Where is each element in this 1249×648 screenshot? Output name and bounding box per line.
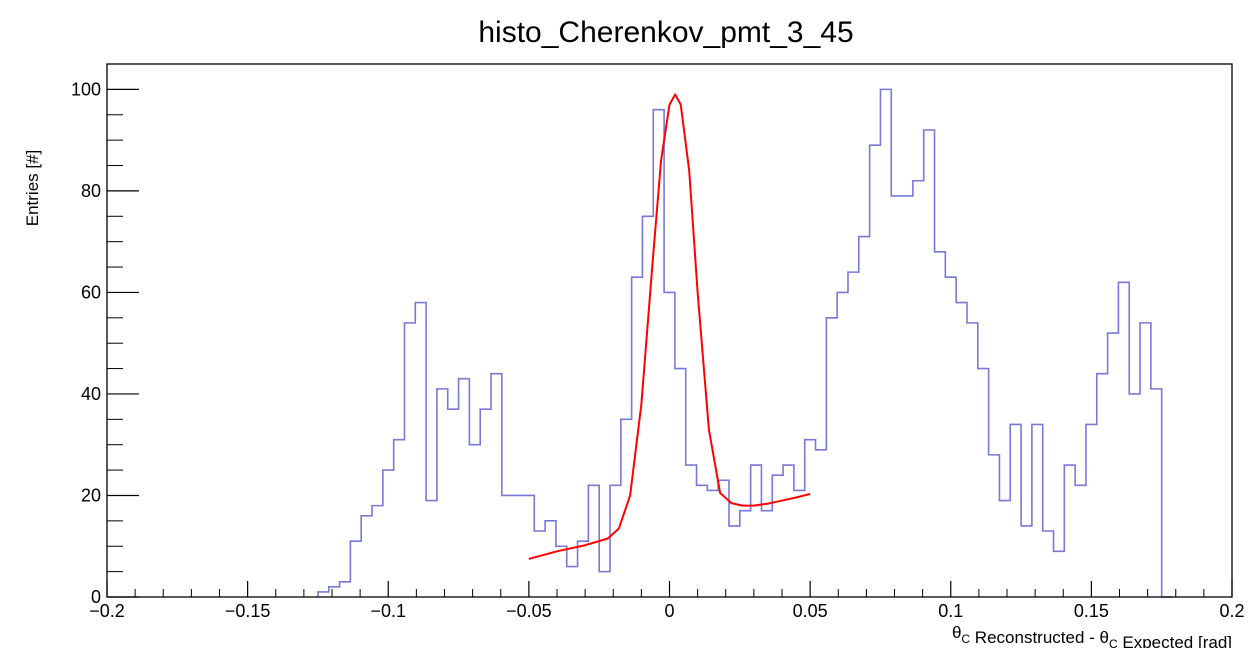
y-tick-label: 60: [81, 282, 101, 302]
x-tick-labels: −0.2 −0.15 −0.1 −0.05 0 0.05 0.1 0.15 0.2: [89, 601, 1244, 621]
y-axis-label: Entries [#]: [23, 150, 42, 227]
y-tick-label: 0: [91, 587, 101, 607]
x-tick-label: −0.05: [506, 601, 552, 621]
chart-title: histo_Cherenkov_pmt_3_45: [478, 16, 853, 49]
x-tick-label: −0.15: [225, 601, 271, 621]
x-tick-label: 0: [664, 601, 674, 621]
plot-area: [317, 88, 1173, 598]
y-tick-label: 80: [81, 181, 101, 201]
x-tick-label: −0.1: [370, 601, 406, 621]
axis-ticks: [106, 63, 1233, 598]
histogram-series: [317, 88, 1173, 598]
x-tick-label: 0.2: [1219, 601, 1244, 621]
y-tick-label: 40: [81, 384, 101, 404]
x-tick-label: −0.2: [89, 601, 125, 621]
y-tick-label: 100: [71, 79, 101, 99]
x-axis-label: θC Reconstructed - θC Expected [rad]: [952, 623, 1232, 648]
y-tick-labels: 0 20 40 60 80 100: [71, 79, 101, 607]
y-tick-label: 20: [81, 485, 101, 505]
x-tick-label: 0.05: [793, 601, 828, 621]
x-tick-label: 0.15: [1074, 601, 1109, 621]
plot-frame: [106, 63, 1233, 598]
fit-curve: [528, 93, 811, 560]
x-tick-label: 0.1: [938, 601, 963, 621]
